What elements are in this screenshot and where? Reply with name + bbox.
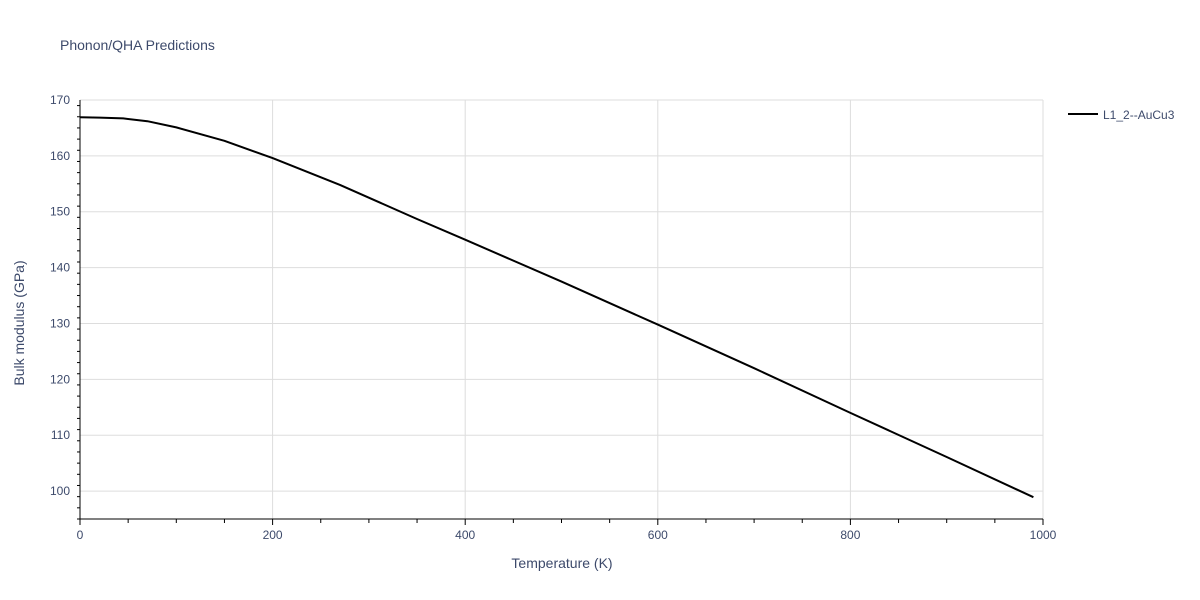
plot-area: [79, 116, 1034, 499]
axes: 0 200 400 600 800 1000 100 110 120 130 140 150 160 17…: [50, 93, 1057, 542]
x-tick-label: 0: [77, 528, 84, 542]
y-tick-label: 130: [50, 316, 70, 330]
grid: [80, 99, 1044, 519]
x-tick-label: 1000: [1030, 528, 1057, 542]
y-tick-label: 110: [51, 428, 70, 442]
x-tick-label: 600: [648, 528, 668, 542]
x-tick-label: 400: [455, 528, 475, 542]
y-axis-title: Bulk modulus (GPa): [11, 260, 27, 385]
y-tick-label: 140: [50, 261, 70, 275]
x-tick-label: 800: [840, 528, 860, 542]
y-tick-label: 120: [50, 372, 70, 386]
y-tick-label: 160: [50, 149, 70, 163]
legend[interactable]: L1_2--AuCu3: [1068, 108, 1175, 122]
chart-title: Phonon/QHA Predictions: [60, 37, 215, 53]
x-axis-title: Temperature (K): [511, 555, 612, 571]
x-tick-label: 200: [263, 528, 283, 542]
series-line[interactable]: [79, 116, 1034, 499]
legend-label: L1_2--AuCu3: [1103, 108, 1175, 122]
y-tick-label: 100: [50, 484, 70, 498]
y-tick-label: 170: [50, 93, 70, 107]
y-tick-label: 150: [50, 205, 70, 219]
